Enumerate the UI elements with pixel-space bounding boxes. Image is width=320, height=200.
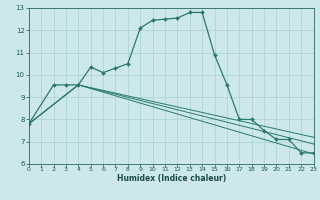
X-axis label: Humidex (Indice chaleur): Humidex (Indice chaleur) — [116, 174, 226, 183]
